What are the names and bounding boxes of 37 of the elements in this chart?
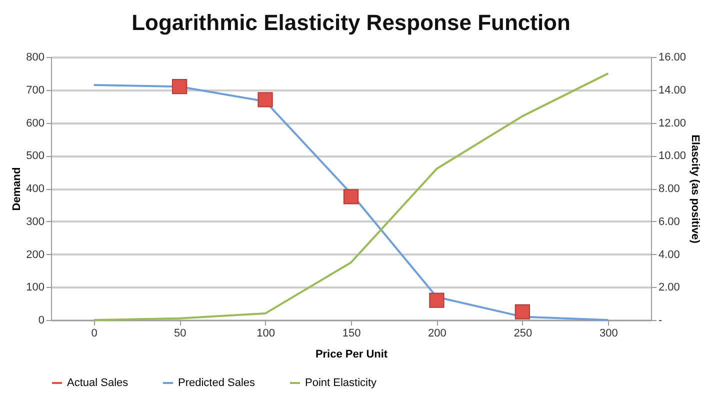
y2-tick-label: 12.00 xyxy=(658,117,686,130)
y-tick-label: 200 xyxy=(26,248,44,261)
point xyxy=(429,292,444,308)
y2-tick-label: 16.00 xyxy=(658,52,686,64)
x-axis-title: Price Per Unit xyxy=(315,348,388,360)
y-tick-label: 800 xyxy=(26,52,44,64)
x-tick-label: 50 xyxy=(174,328,186,340)
y-tick-label: 100 xyxy=(26,282,44,294)
y-tick-label: 600 xyxy=(26,117,44,130)
y2-tick-label: 14.00 xyxy=(658,84,686,96)
y-tick-label: 400 xyxy=(26,183,44,195)
x-tick-label: 300 xyxy=(599,328,618,340)
y-tick-label: 0 xyxy=(38,314,44,326)
point xyxy=(514,304,530,320)
x-tick-label: 100 xyxy=(256,328,275,340)
x-tick-label: 250 xyxy=(514,328,532,340)
y2-tick-label: 2.00 xyxy=(658,282,680,294)
y2-tick-label: 10.00 xyxy=(658,150,686,162)
x-tick-label: 0 xyxy=(91,328,98,340)
y-tick-label: 700 xyxy=(26,84,44,96)
y2-tick-label: 8.00 xyxy=(658,183,680,195)
y2-tick-label: 4.00 xyxy=(658,248,680,261)
chart-title: Logarithmic Elasticity Response Function xyxy=(132,10,570,35)
point xyxy=(172,79,188,94)
x-tick-label: 200 xyxy=(428,328,446,340)
y2-tick-label: 6.00 xyxy=(658,216,680,228)
y-tick-label: 500 xyxy=(26,150,44,162)
y-axis-title: Demand xyxy=(11,167,24,211)
y2-axis-title: Elascity (as positive) xyxy=(689,134,702,244)
point xyxy=(343,189,359,204)
y2-tick-label: - xyxy=(658,314,662,326)
legend-label: Actual Sales xyxy=(67,377,129,389)
point xyxy=(258,92,273,108)
legend-label: Point Elasticity xyxy=(305,377,378,389)
legend-label: Predicted Sales xyxy=(178,377,256,389)
x-tick-label: 150 xyxy=(342,328,361,340)
y-tick-label: 300 xyxy=(26,216,44,228)
